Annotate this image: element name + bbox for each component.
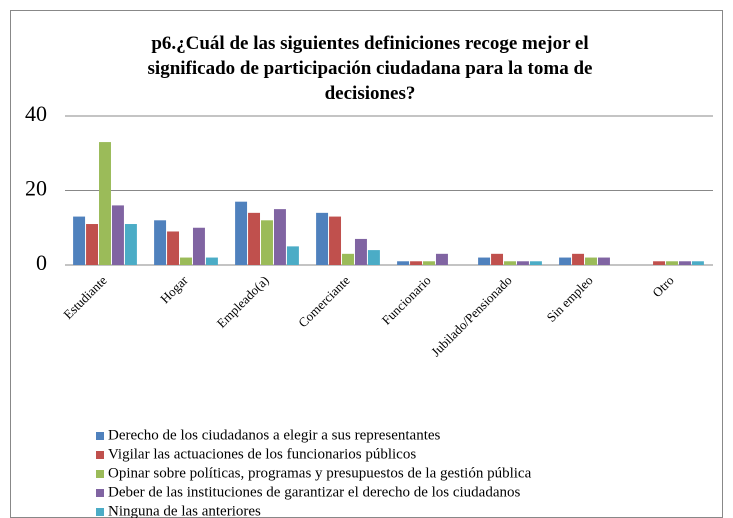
- bar: [410, 261, 423, 265]
- bar: [154, 220, 167, 265]
- bar: [124, 224, 137, 265]
- legend-swatch: [96, 432, 104, 440]
- legend-label: Deber de las instituciones de garantizar…: [108, 484, 521, 500]
- y-tick-label: 40: [25, 101, 47, 126]
- bar: [286, 246, 299, 265]
- bar: [316, 212, 329, 265]
- bar: [491, 253, 504, 265]
- legend-label: Opinar sobre políticas, programas y pres…: [108, 465, 532, 481]
- y-tick-label: 20: [25, 176, 47, 201]
- legend-swatch: [96, 508, 104, 516]
- x-tick-label: Funcionario: [379, 273, 434, 328]
- bar: [354, 238, 367, 265]
- x-tick-label: Sin empleo: [544, 273, 596, 325]
- bar: [678, 261, 691, 265]
- bar: [559, 257, 572, 265]
- bar: [248, 212, 261, 265]
- legend-swatch: [96, 489, 104, 497]
- bar: [73, 216, 86, 265]
- x-tick-label: Otro: [649, 273, 676, 300]
- bar: [666, 261, 678, 265]
- bar: [504, 261, 516, 265]
- bar: [235, 201, 248, 265]
- x-tick-label: Empleado(a): [214, 273, 272, 331]
- chart-title: p6.¿Cuál de las siguientes definiciones …: [147, 33, 593, 104]
- bar: [205, 257, 218, 265]
- bar: [423, 261, 435, 265]
- bar: [261, 220, 273, 265]
- bar: [397, 261, 410, 265]
- bar: [691, 261, 704, 265]
- bar: [180, 257, 192, 265]
- bar: [192, 227, 205, 265]
- bar: [86, 224, 99, 265]
- legend-swatch: [96, 470, 104, 478]
- bar: [585, 257, 597, 265]
- bar: [342, 253, 354, 265]
- bar: [653, 261, 666, 265]
- bar: [478, 257, 491, 265]
- bar: [329, 216, 342, 265]
- bar: [597, 257, 610, 265]
- legend-label: Vigilar las actuaciones de los funcionar…: [108, 446, 416, 462]
- bar: [167, 231, 180, 265]
- x-tick-label: Estudiante: [60, 272, 110, 322]
- bar: [99, 142, 111, 265]
- bar: [529, 261, 542, 265]
- bar: [367, 250, 380, 265]
- bar: [572, 253, 585, 265]
- bar: [516, 261, 529, 265]
- bar: [435, 253, 448, 265]
- x-tick-label: Comerciante: [295, 272, 353, 330]
- y-tick-label: 0: [36, 250, 47, 275]
- bar: [111, 205, 124, 265]
- x-tick-label: Hogar: [157, 272, 191, 306]
- legend-swatch: [96, 451, 104, 459]
- legend-label: Derecho de los ciudadanos a elegir a sus…: [108, 427, 441, 443]
- bar: [273, 209, 286, 265]
- x-tick-label: Jubilado/Pensionado: [428, 273, 515, 360]
- legend-label: Ninguna de las anteriores: [108, 503, 261, 518]
